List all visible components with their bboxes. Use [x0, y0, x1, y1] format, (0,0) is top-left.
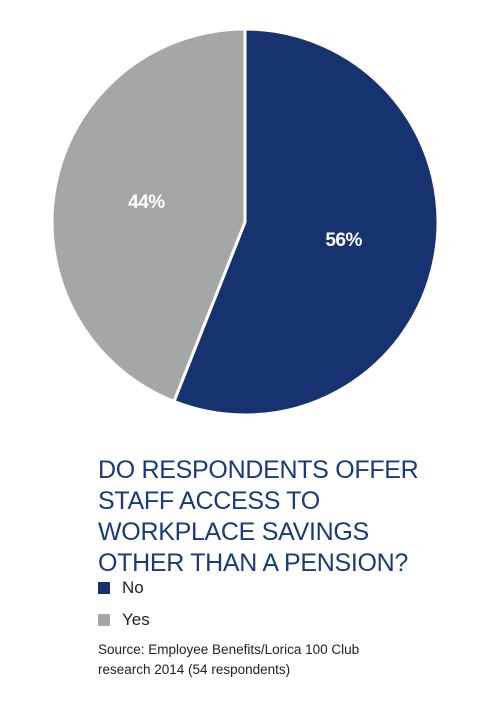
chart-title-line-2: STAFF ACCESS TO — [98, 487, 320, 515]
pie-chart: 56% 44% — [50, 27, 440, 417]
source-line-1: Source: Employee Benefits/Lorica 100 Clu… — [98, 642, 360, 657]
legend: No Yes — [98, 577, 150, 641]
pie-slice-no — [172, 27, 440, 417]
chart-title-line-3: WORKPLACE SAVINGS — [98, 518, 369, 546]
legend-swatch-yes — [98, 614, 110, 626]
pie-data-label-no: 56% — [325, 230, 362, 251]
chart-title: DO RESPONDENTS OFFER STAFF ACCESS TO WOR… — [98, 455, 458, 579]
source-note: Source: Employee Benefits/Lorica 100 Clu… — [98, 640, 398, 680]
pie-slice-yes — [50, 27, 247, 403]
pie-data-label-yes: 44% — [128, 192, 165, 213]
legend-item-yes: Yes — [98, 609, 150, 631]
legend-item-no: No — [98, 577, 150, 599]
legend-label-no: No — [122, 578, 144, 597]
source-line-2: research 2014 (54 respondents) — [98, 662, 291, 677]
pie-chart-svg: 56% 44% — [50, 27, 440, 417]
legend-label-yes: Yes — [122, 610, 150, 629]
chart-title-line-1: DO RESPONDENTS OFFER — [98, 456, 419, 484]
chart-title-line-4: OTHER THAN A PENSION? — [98, 549, 408, 577]
legend-swatch-no — [98, 582, 110, 594]
